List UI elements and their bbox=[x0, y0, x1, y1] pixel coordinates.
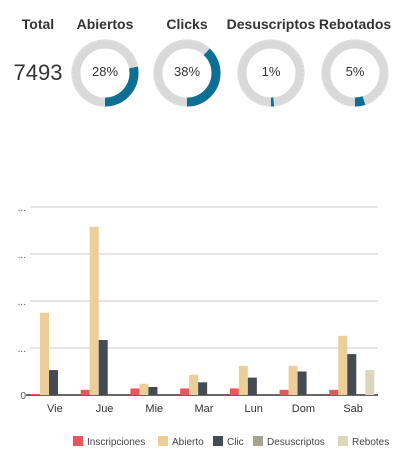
total-label: Total bbox=[21, 16, 55, 32]
legend-swatch-inscripciones bbox=[73, 436, 83, 446]
legend-item-desuscriptos[interactable]: Desuscriptos bbox=[253, 436, 325, 448]
bar-abierto-dom[interactable] bbox=[288, 365, 298, 395]
x-tick-label: Mar bbox=[195, 403, 214, 415]
bar-abierto-mar[interactable] bbox=[189, 374, 199, 395]
donut-arc bbox=[321, 39, 389, 107]
bar-rebotes-sab[interactable] bbox=[365, 370, 375, 395]
y-tick-label: 0 bbox=[20, 391, 26, 402]
metric-label-rebotados: Rebotados bbox=[318, 16, 392, 32]
bar-abierto-lun[interactable] bbox=[238, 365, 248, 395]
legend-label-inscripciones: Inscripciones bbox=[87, 437, 146, 448]
y-tick-label: ... bbox=[18, 203, 26, 214]
bar-clic-jue[interactable] bbox=[98, 340, 108, 395]
chart-legend: Inscripciones Abierto Clic Desuscriptos … bbox=[0, 436, 405, 450]
y-tick-label: ... bbox=[18, 297, 26, 308]
legend-swatch-rebotes bbox=[338, 436, 348, 446]
donut-abiertos: 28% bbox=[71, 39, 139, 107]
donut-rebotados: 5% bbox=[321, 39, 389, 107]
bar-abierto-mie[interactable] bbox=[139, 383, 149, 395]
bar-clic-lun[interactable] bbox=[247, 377, 257, 395]
donut-value-desuscriptos: 1% bbox=[261, 64, 281, 79]
legend-label-clic: Clic bbox=[227, 437, 244, 448]
metric-label-abiertos: Abiertos bbox=[76, 16, 134, 32]
x-tick-label: Lun bbox=[245, 403, 263, 415]
legend-swatch-desuscriptos bbox=[253, 436, 263, 446]
x-tick-label: Jue bbox=[96, 403, 114, 415]
legend-label-rebotes: Rebotes bbox=[352, 437, 390, 448]
donut-value-rebotados: 5% bbox=[345, 64, 365, 79]
bar-inscripciones-jue[interactable] bbox=[80, 389, 90, 395]
donut-desuscriptos: 1% bbox=[237, 39, 305, 107]
x-tick-label: Mie bbox=[145, 403, 163, 415]
bar-inscripciones-vie[interactable] bbox=[31, 394, 40, 395]
legend-swatch-abierto bbox=[158, 436, 168, 446]
donut-tick-ring bbox=[321, 39, 389, 107]
bar-clic-dom[interactable] bbox=[297, 371, 307, 396]
bar-chart: 0............ Vie Jue Mie Mar Lun Dom Sab bbox=[18, 203, 378, 415]
legend-item-inscripciones[interactable]: Inscripciones bbox=[73, 436, 145, 448]
bar-inscripciones-lun[interactable] bbox=[229, 388, 239, 395]
legend-label-abierto: Abierto bbox=[172, 437, 204, 448]
donut-arc bbox=[153, 39, 221, 107]
metric-label-desuscriptos: Desuscriptos bbox=[226, 16, 316, 32]
x-tick-label: Vie bbox=[47, 403, 63, 415]
donut-value-clicks: 38% bbox=[173, 64, 201, 79]
metric-label-clicks: Clicks bbox=[166, 16, 208, 32]
y-tick-label: ... bbox=[18, 250, 26, 261]
legend-item-rebotes[interactable]: Rebotes bbox=[338, 436, 389, 448]
bar-inscripciones-sab[interactable] bbox=[329, 389, 339, 395]
bar-abierto-vie[interactable] bbox=[40, 312, 49, 395]
bar-clic-mar[interactable] bbox=[198, 382, 208, 395]
legend-swatch-clic bbox=[213, 436, 223, 446]
bar-clic-vie[interactable] bbox=[49, 370, 58, 395]
donut-value-abiertos: 28% bbox=[91, 64, 119, 79]
bar-clic-sab[interactable] bbox=[347, 354, 357, 395]
bar-abierto-jue[interactable] bbox=[89, 226, 99, 395]
bar-inscripciones-mar[interactable] bbox=[180, 388, 190, 395]
legend-label-desuscriptos: Desuscriptos bbox=[267, 437, 325, 448]
y-tick-label: ... bbox=[18, 344, 26, 355]
summary-stats: Total 7493 Abiertos 28% Clicks 38% Desus… bbox=[0, 0, 405, 120]
donut-arc bbox=[237, 39, 305, 107]
bar-clic-mie[interactable] bbox=[148, 387, 158, 395]
bar-abierto-sab[interactable] bbox=[338, 335, 348, 395]
total-value: 7493 bbox=[13, 60, 63, 85]
donut-arc bbox=[71, 39, 139, 107]
donut-clicks: 38% bbox=[153, 39, 221, 107]
legend-item-abierto[interactable]: Abierto bbox=[158, 436, 204, 448]
bar-inscripciones-mie[interactable] bbox=[130, 388, 140, 395]
donut-tick-ring bbox=[237, 39, 305, 107]
bar-inscripciones-dom[interactable] bbox=[279, 389, 289, 395]
legend-item-clic[interactable]: Clic bbox=[213, 436, 244, 448]
x-tick-label: Sab bbox=[343, 403, 363, 415]
x-tick-label: Dom bbox=[292, 403, 315, 415]
